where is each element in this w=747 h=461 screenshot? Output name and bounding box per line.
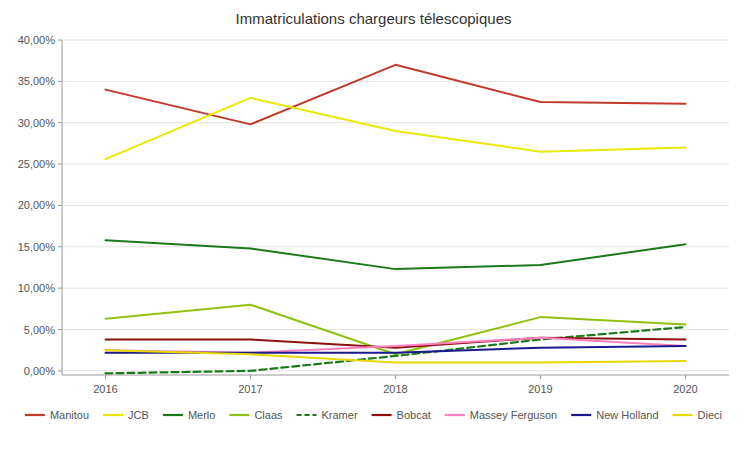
grid-line bbox=[62, 205, 729, 206]
grid-line bbox=[62, 370, 729, 371]
series-line bbox=[106, 240, 686, 269]
y-tick bbox=[58, 246, 62, 247]
x-tick-label: 2020 bbox=[673, 383, 697, 395]
legend-swatch bbox=[103, 414, 123, 416]
series-line bbox=[106, 305, 686, 355]
chart: Immatriculations chargeurs télescopiques… bbox=[0, 0, 747, 461]
legend-swatch bbox=[163, 414, 183, 416]
grid-line bbox=[62, 164, 729, 165]
y-tick-label: 5,00% bbox=[24, 324, 55, 336]
series-line bbox=[106, 350, 686, 362]
legend-item: JCB bbox=[103, 409, 149, 421]
grid-line bbox=[62, 81, 729, 82]
legend: Manitou JCB Merlo Claas Kramer Bobcat Massey F… bbox=[25, 409, 722, 421]
x-tick bbox=[685, 375, 686, 379]
grid-line bbox=[62, 288, 729, 289]
x-tick bbox=[395, 375, 396, 379]
y-tick-label: 15,00% bbox=[18, 241, 56, 253]
y-tick bbox=[58, 370, 62, 371]
x-tick bbox=[105, 375, 106, 379]
y-tick bbox=[58, 329, 62, 330]
legend-item: Kramer bbox=[297, 409, 358, 421]
legend-item: Massey Ferguson bbox=[445, 409, 557, 421]
legend-label: Claas bbox=[254, 409, 283, 421]
legend-label: Dieci bbox=[698, 409, 722, 421]
y-grid bbox=[62, 40, 729, 371]
legend-item: Bobcat bbox=[372, 409, 431, 421]
x-axis-line bbox=[62, 375, 729, 376]
y-tick bbox=[58, 81, 62, 82]
legend-item: Dieci bbox=[673, 409, 722, 421]
y-axis-line bbox=[62, 40, 63, 375]
y-tick-label: 20,00% bbox=[18, 199, 56, 211]
legend-swatch bbox=[571, 414, 591, 416]
x-tick bbox=[250, 375, 251, 379]
x-tick-label: 2018 bbox=[383, 383, 407, 395]
legend-swatch bbox=[25, 414, 45, 416]
series-line bbox=[106, 98, 686, 159]
series-line bbox=[106, 327, 686, 373]
legend-label: Kramer bbox=[322, 409, 358, 421]
x-tick bbox=[540, 375, 541, 379]
plot-area bbox=[106, 65, 686, 374]
x-tick-label: 2019 bbox=[528, 383, 552, 395]
legend-label: JCB bbox=[128, 409, 149, 421]
y-tick-labels: 0,00% 5,00% 10,00% 15,00% 20,00% 25,00% 30,00%… bbox=[18, 34, 62, 377]
legend-label: Manitou bbox=[50, 409, 89, 421]
legend-swatch bbox=[445, 414, 465, 416]
legend-label: Merlo bbox=[188, 409, 216, 421]
y-tick bbox=[58, 288, 62, 289]
title: Immatriculations chargeurs télescopiques bbox=[236, 10, 512, 27]
y-tick-label: 35,00% bbox=[18, 75, 56, 87]
grid-line bbox=[62, 122, 729, 123]
y-tick-label: 0,00% bbox=[24, 365, 55, 377]
y-tick bbox=[58, 40, 62, 41]
y-tick-label: 10,00% bbox=[18, 282, 56, 294]
series-line bbox=[106, 338, 686, 353]
x-tick-labels: 2016 2017 2018 2019 2020 bbox=[93, 375, 697, 395]
y-tick-label: 40,00% bbox=[18, 34, 56, 46]
legend-label: Bobcat bbox=[397, 409, 431, 421]
y-tick bbox=[58, 164, 62, 165]
y-tick bbox=[58, 205, 62, 206]
legend-label: Massey Ferguson bbox=[470, 409, 557, 421]
grid-line bbox=[62, 246, 729, 247]
x-tick-label: 2016 bbox=[93, 383, 117, 395]
legend-swatch bbox=[297, 414, 317, 416]
legend-item: New Holland bbox=[571, 409, 658, 421]
legend-item: Merlo bbox=[163, 409, 216, 421]
y-tick-label: 25,00% bbox=[18, 158, 56, 170]
legend-item: Claas bbox=[229, 409, 283, 421]
legend-swatch bbox=[673, 414, 693, 416]
y-tick-label: 30,00% bbox=[18, 117, 56, 129]
grid-line bbox=[62, 40, 729, 41]
legend-swatch bbox=[372, 414, 392, 416]
legend-swatch bbox=[229, 414, 249, 416]
grid-line bbox=[62, 329, 729, 330]
y-tick bbox=[58, 122, 62, 123]
series-line bbox=[106, 65, 686, 125]
x-tick-label: 2017 bbox=[238, 383, 262, 395]
legend-label: New Holland bbox=[596, 409, 658, 421]
legend-item: Manitou bbox=[25, 409, 89, 421]
